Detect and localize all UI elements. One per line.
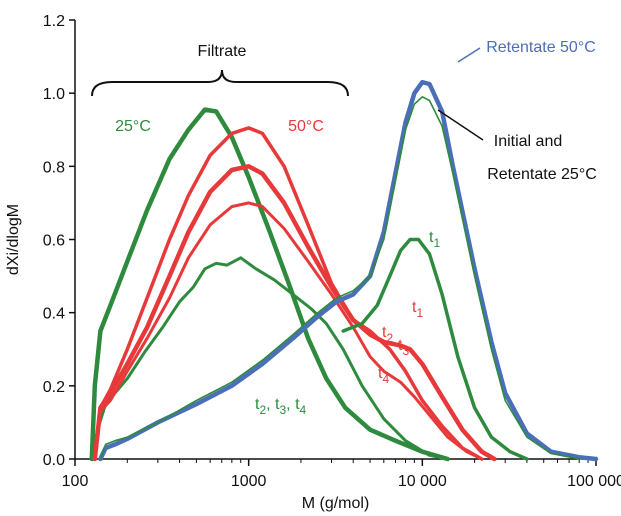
x-tick-label: 100 <box>62 473 89 490</box>
annotation-subscript: 3 <box>402 344 409 358</box>
annotation-label: Retentate 25°C <box>487 166 597 183</box>
annotation-text: , t <box>266 396 280 413</box>
annotation-text: Retentate 25°C <box>487 166 597 183</box>
annotation-label: t1 <box>429 229 440 250</box>
x-tick-label: 1000 <box>231 473 267 490</box>
annotation-label: t1 <box>412 299 423 320</box>
annotation-subscript: 1 <box>433 236 440 250</box>
series-line-7 <box>99 96 580 460</box>
series-line-3 <box>93 126 484 461</box>
annotation-text: 50°C <box>288 118 324 135</box>
retentate-50-leader <box>457 47 481 63</box>
annotation-text: t <box>429 229 434 246</box>
x-tick-label: 10 000 <box>398 473 447 490</box>
annotation-label: Filtrate <box>198 43 247 60</box>
axes: 0.0 0.2 0.4 0.6 0.8 1.0 1.2 100 1000 10 000 100 00… <box>43 13 621 490</box>
y-tick-label: 1.2 <box>43 13 65 30</box>
annotation-subscript: 3 <box>279 403 286 417</box>
y-tick-label: 0.6 <box>43 233 65 250</box>
annotations: Filtrate 25°C 50°C Retentate 50°C Initial an… <box>91 39 597 417</box>
annotation-text: Retentate 50°C <box>486 39 596 56</box>
annotation-text: , t <box>286 396 300 413</box>
annotation-text: t <box>398 337 403 354</box>
y-tick-label: 1.0 <box>43 86 65 103</box>
x-tick-label: 100 000 <box>567 473 621 490</box>
series-line-2 <box>90 256 450 461</box>
annotation-label: t2, t3, t4 <box>255 396 307 417</box>
annotation-label: t4 <box>378 365 389 386</box>
annotation-text: t <box>255 396 260 413</box>
annotation-text: t <box>412 299 417 316</box>
annotation-subscript: 2 <box>386 331 393 345</box>
annotation-text: Initial and <box>494 133 563 150</box>
initial-retentate-leader <box>437 109 484 141</box>
annotation-label: t3 <box>398 337 409 358</box>
y-tick-label: 0.8 <box>43 159 65 176</box>
annotation-subscript: 1 <box>416 306 423 320</box>
filtrate-brace <box>91 69 349 97</box>
x-axis-title: M (g/mol) <box>302 495 370 512</box>
annotation-text: 25°C <box>115 118 151 135</box>
annotation-text: Filtrate <box>198 43 247 60</box>
series-line-6 <box>98 79 599 462</box>
series-line-4 <box>92 164 497 462</box>
annotation-text: t <box>378 365 383 382</box>
y-axis-title: dXi/dlogM <box>5 204 22 275</box>
annotation-label: t2 <box>382 324 393 345</box>
annotation-label: 25°C <box>115 118 151 135</box>
annotation-text: t <box>382 324 387 341</box>
annotation-label: Initial and <box>494 133 563 150</box>
y-tick-label: 0.0 <box>43 452 65 469</box>
y-tick-label: 0.4 <box>43 306 65 323</box>
annotation-label: 50°C <box>288 118 324 135</box>
series-line-5 <box>93 201 484 461</box>
y-tick-label: 0.2 <box>43 379 65 396</box>
series-lines <box>89 79 599 462</box>
series-line-8 <box>341 237 529 461</box>
annotation-subscript: 2 <box>259 403 266 417</box>
series-line-1 <box>89 107 450 462</box>
annotation-label: Retentate 50°C <box>486 39 596 56</box>
annotation-subscript: 4 <box>300 403 307 417</box>
annotation-subscript: 4 <box>382 372 389 386</box>
